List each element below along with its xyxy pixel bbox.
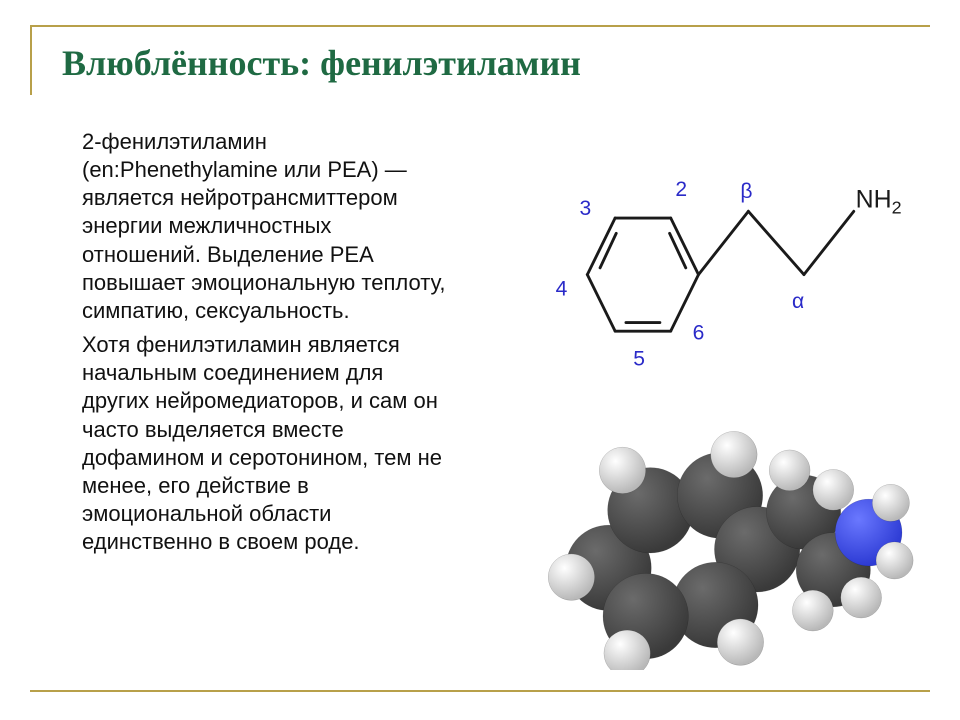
svg-text:NH2: NH2 bbox=[856, 186, 902, 218]
svg-text:β: β bbox=[740, 180, 752, 203]
slide: Влюблённость: фенилэтиламин 2-фенилэтила… bbox=[0, 0, 960, 720]
body-text-column: 2-фенилэтиламин (en:Phenethylamine или P… bbox=[82, 128, 452, 562]
frame-border-bottom bbox=[30, 690, 930, 692]
structural-formula-diagram: 2 3 4 5 6 β α NH2 bbox=[500, 150, 920, 380]
svg-text:α: α bbox=[792, 290, 804, 313]
slide-title: Влюблённость: фенилэтиламин bbox=[62, 42, 581, 84]
svg-text:6: 6 bbox=[693, 322, 705, 345]
frame-border-top bbox=[30, 25, 930, 27]
frame-border-left bbox=[30, 25, 32, 95]
svg-text:3: 3 bbox=[580, 197, 592, 220]
paragraph-1: 2-фенилэтиламин (en:Phenethylamine или P… bbox=[82, 128, 452, 325]
space-filling-model bbox=[520, 410, 920, 670]
svg-text:4: 4 bbox=[556, 278, 568, 301]
svg-text:5: 5 bbox=[633, 348, 645, 371]
svg-text:2: 2 bbox=[675, 178, 687, 201]
paragraph-2: Хотя фенилэтиламин является начальным со… bbox=[82, 331, 452, 556]
